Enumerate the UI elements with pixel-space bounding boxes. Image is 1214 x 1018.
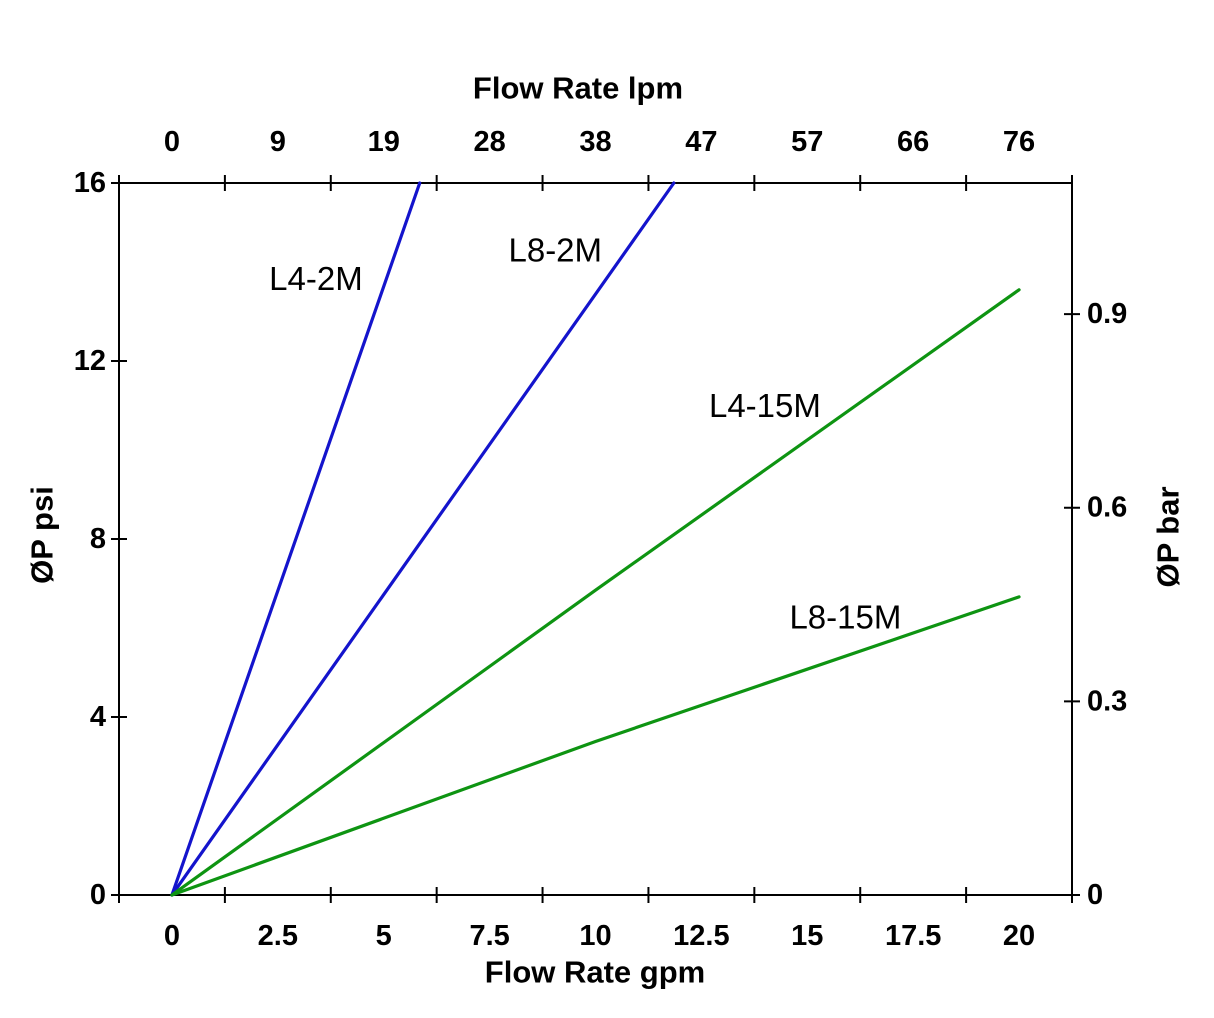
right-axis-tick-label: 0	[1087, 879, 1103, 911]
left-axis-tick-label: 8	[90, 523, 106, 555]
series-label-l8-2m: L8-2M	[508, 231, 602, 268]
right-axis-tick-label: 0.3	[1087, 685, 1127, 717]
top-axis-tick-label: 38	[579, 126, 611, 158]
top-axis-tick-label: 9	[270, 126, 286, 158]
series-line-l8-15m	[170, 595, 1021, 897]
series-line-l4-15m	[170, 288, 1021, 897]
top-axis-tick-label: 57	[791, 126, 823, 158]
bottom-axis-tick-label: 10	[579, 920, 611, 952]
top-axis-tick-label: 19	[368, 126, 400, 158]
top-axis-tick-label: 0	[164, 126, 180, 158]
top-axis-tick-label: 66	[897, 126, 929, 158]
top-axis-tick-label: 28	[473, 126, 505, 158]
right-axis-title: ØP bar	[1151, 486, 1186, 587]
left-axis-tick-label: 16	[74, 167, 106, 199]
left-axis-tick-label: 0	[90, 879, 106, 911]
bottom-axis-title: Flow Rate gpm	[485, 955, 705, 990]
series-label-l4-15m: L4-15M	[709, 387, 821, 424]
plot-frame	[118, 182, 1073, 896]
series-line-l4-2m	[170, 181, 422, 897]
series-label-l8-15m: L8-15M	[789, 598, 901, 635]
bottom-axis-tick-label: 0	[164, 920, 180, 952]
left-axis-tick-label: 12	[74, 345, 106, 377]
left-axis-title: ØP psi	[25, 486, 60, 584]
series-label-l4-2m: L4-2M	[269, 260, 363, 297]
series-line-l8-2m	[170, 181, 676, 897]
bottom-axis-tick-label: 2.5	[258, 920, 298, 952]
right-axis-tick-label: 0.6	[1087, 492, 1127, 524]
left-axis-tick-label: 4	[90, 701, 106, 733]
bottom-axis-tick-label: 15	[791, 920, 823, 952]
bottom-axis-tick-label: 5	[376, 920, 392, 952]
bottom-axis-tick-label: 12.5	[673, 920, 729, 952]
bottom-axis-tick-label: 17.5	[885, 920, 941, 952]
bottom-axis-tick-label: 7.5	[469, 920, 509, 952]
top-axis-tick-label: 76	[1003, 126, 1035, 158]
right-axis-tick-label: 0.9	[1087, 298, 1127, 330]
top-axis-title: Flow Rate lpm	[473, 71, 683, 106]
bottom-axis-tick-label: 20	[1003, 920, 1035, 952]
top-axis-tick-label: 47	[685, 126, 717, 158]
